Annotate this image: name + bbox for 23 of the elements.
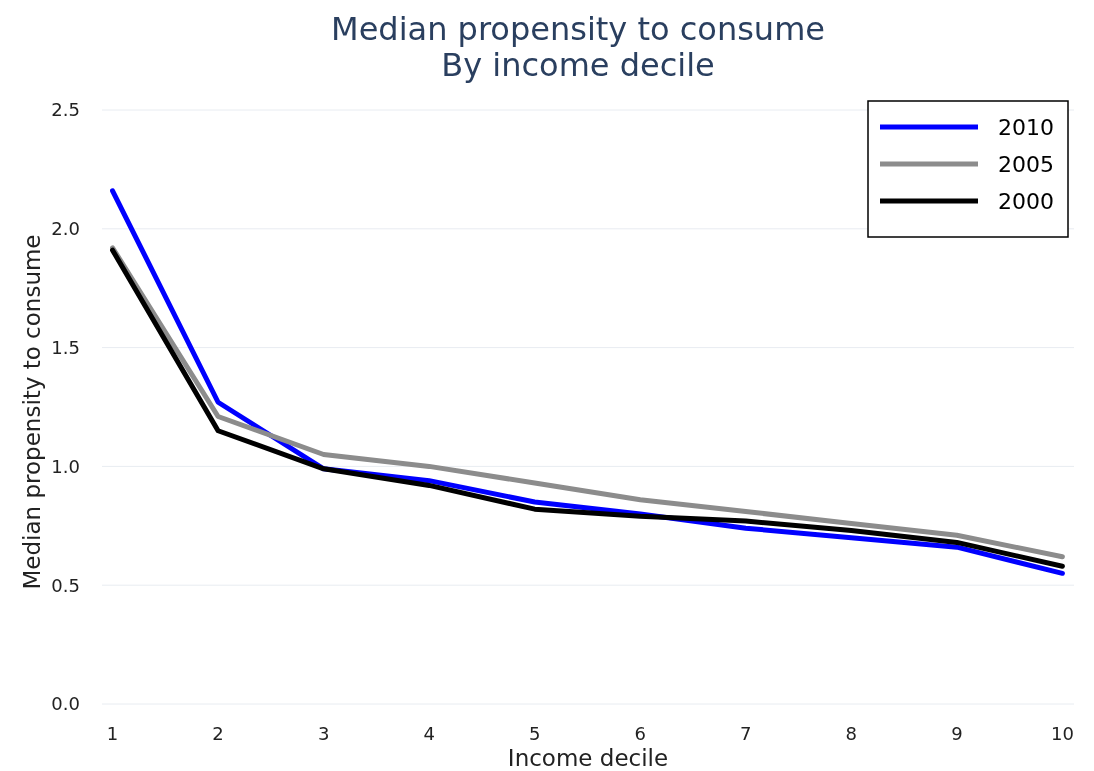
y-tick-label: 2.5 <box>51 99 80 121</box>
x-tick-label: 9 <box>951 723 963 744</box>
x-tick-label: 8 <box>845 723 858 744</box>
y-tick-label: 0.5 <box>51 574 80 596</box>
y-axis-title: Median propensity to consume <box>19 234 45 590</box>
legend-label: 2010 <box>998 114 1054 140</box>
y-tick-label: 2.0 <box>51 218 80 240</box>
legend-label: 2000 <box>998 188 1054 214</box>
y-tick-label: 1.0 <box>51 455 80 477</box>
legend-label: 2005 <box>998 151 1054 177</box>
y-tick-label: 0.0 <box>51 693 80 715</box>
x-tick-label: 10 <box>1050 723 1074 744</box>
chart-title: Median propensity to consume <box>331 10 825 48</box>
y-tick-label: 1.5 <box>51 336 80 358</box>
chart-subtitle: By income decile <box>441 46 715 84</box>
x-tick-label: 5 <box>528 723 541 744</box>
x-tick-label: 4 <box>423 723 435 744</box>
x-tick-label: 1 <box>106 723 119 744</box>
x-tick-label: 3 <box>317 723 330 744</box>
x-axis-title: Income decile <box>507 745 669 771</box>
x-tick-label: 6 <box>634 723 646 744</box>
x-tick-label: 7 <box>740 723 752 744</box>
x-tick-label: 2 <box>212 723 224 744</box>
